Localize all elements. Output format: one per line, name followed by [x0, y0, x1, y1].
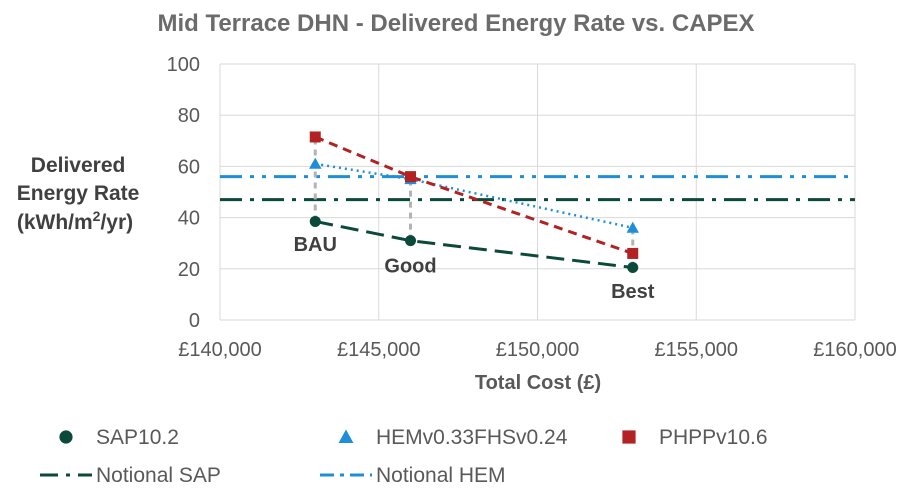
y-tick-label: 60 [178, 156, 200, 178]
legend-marker-0 [59, 430, 73, 444]
y-tick-label: 80 [178, 105, 200, 127]
x-tick-label: £150,000 [496, 339, 579, 361]
legend-ref-label-0: Notional SAP [96, 464, 221, 487]
y-label-line-2: Energy Rate [17, 182, 140, 205]
data-point-square-1 [405, 171, 416, 183]
y-tick-label: 100 [167, 54, 200, 76]
annotation-good: Good [384, 256, 436, 278]
x-tick-label: £160,000 [813, 339, 896, 361]
y-tick-labels: 0 20 40 60 80 100 [167, 54, 200, 332]
y-tick-label: 0 [189, 310, 200, 332]
x-tick-label: £140,000 [178, 339, 261, 361]
series-lines [314, 135, 634, 270]
annotation-bau: BAU [294, 234, 337, 256]
legend: SAP10.2 HEMv0.33FHSv0.24 PHPPv10.6 Notional… [40, 426, 768, 487]
x-tick-label: £155,000 [655, 339, 738, 361]
series-markers [309, 131, 639, 274]
x-tick-label: £145,000 [337, 339, 420, 361]
annotation-best: Best [611, 281, 655, 303]
legend-label-1: HEMv0.33FHSv0.24 [376, 426, 568, 449]
data-point-circle-0 [309, 215, 321, 227]
series-line-0 [314, 219, 633, 270]
data-point-triangle-2 [626, 221, 639, 233]
legend-label-2: PHPPv10.6 [659, 426, 768, 449]
legend-marker-2 [622, 430, 636, 444]
y-axis-label: Delivered Energy Rate (kWh/m2/yr) [17, 154, 145, 234]
legend-ref-label-1: Notional HEM [376, 464, 506, 487]
data-point-circle-2 [627, 262, 639, 274]
y-label-line-3: (kWh/m2/yr) [17, 208, 133, 234]
data-point-circle-1 [405, 235, 416, 247]
x-tick-labels: £140,000 £145,000 £150,000 £155,000 £160,000 [178, 339, 896, 361]
reference-lines [220, 175, 855, 202]
gridlines [219, 63, 856, 321]
y-tick-label: 40 [178, 208, 200, 230]
data-point-square-2 [627, 247, 639, 259]
annotations: BAU Good Best [294, 234, 655, 303]
y-tick-label: 20 [178, 259, 200, 281]
x-axis-label: Total Cost (£) [475, 372, 601, 394]
data-point-triangle-0 [309, 157, 322, 169]
legend-label-0: SAP10.2 [96, 426, 179, 449]
y-label-line-1: Delivered [31, 154, 126, 177]
series-line-1 [315, 162, 634, 230]
data-point-square-0 [309, 131, 321, 143]
y-label-superscript: 2 [93, 208, 101, 224]
y-label-unit-part2: /yr) [100, 211, 133, 234]
chart-title: Mid Terrace DHN - Delivered Energy Rate … [157, 10, 754, 37]
series-line-2 [314, 135, 634, 255]
y-label-unit-part1: (kWh/m [17, 211, 93, 234]
connectors [313, 136, 635, 268]
legend-marker-1 [338, 429, 354, 443]
